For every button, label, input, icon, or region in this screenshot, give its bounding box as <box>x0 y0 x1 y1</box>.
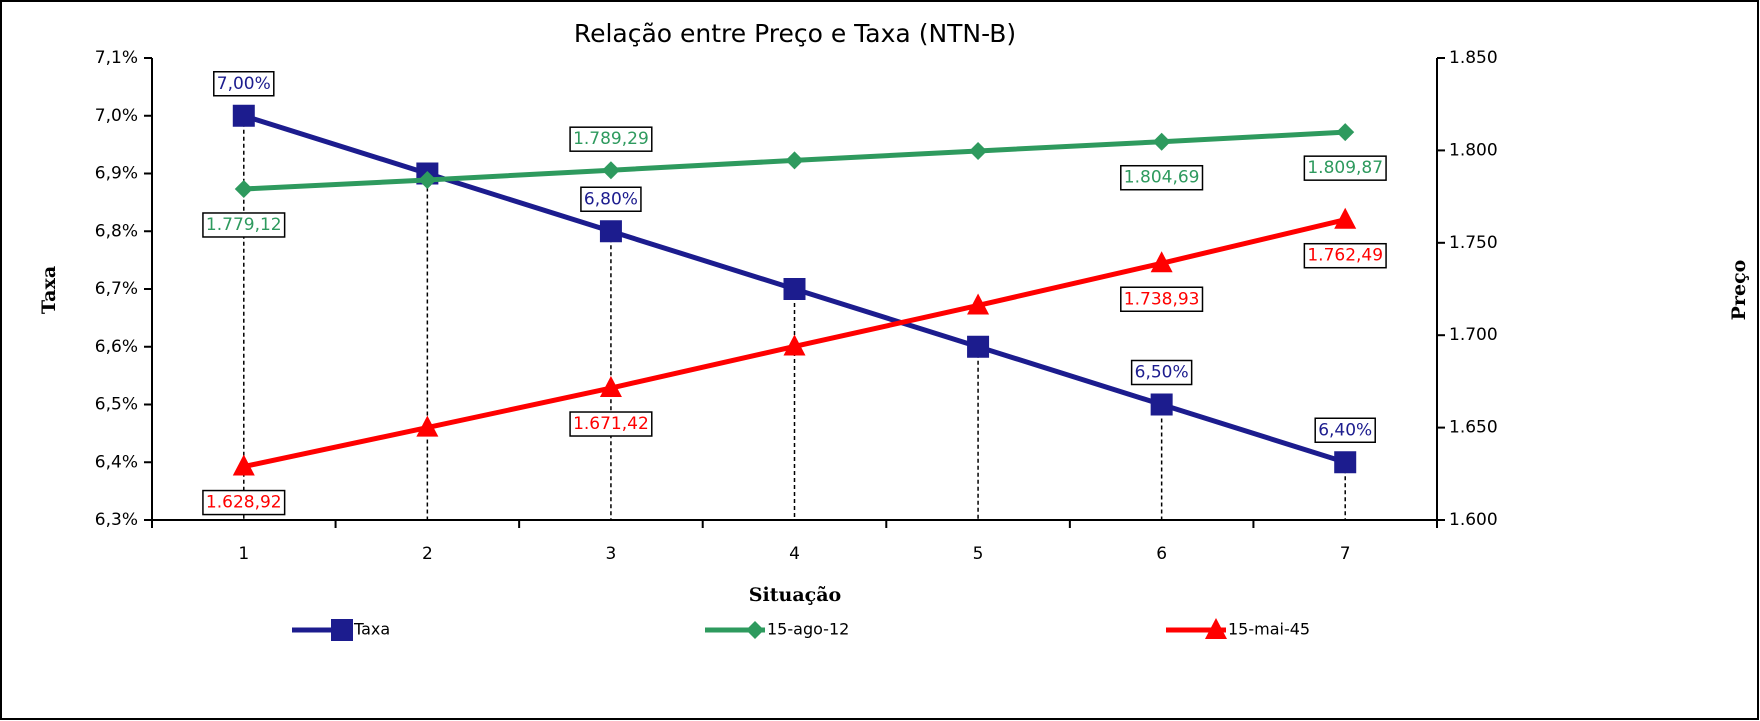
x-tick-label: 2 <box>422 544 433 564</box>
marker <box>1336 123 1355 142</box>
y-tick-label: 6,7% <box>95 279 138 299</box>
legend-label: 15-mai-45 <box>1228 620 1310 639</box>
y-tick-label: 6,9% <box>95 164 138 184</box>
value-label-box <box>569 126 653 152</box>
value-label-box <box>580 186 642 212</box>
marker <box>1152 132 1171 151</box>
y-tick-label: 6,5% <box>95 395 138 415</box>
value-label: 1.779,12 <box>206 215 282 235</box>
legend-label: Taxa <box>353 620 390 639</box>
marker <box>783 334 806 356</box>
marker <box>785 151 804 170</box>
value-label: 1.671,42 <box>573 414 649 434</box>
y2-tick-label: 1.650 <box>1449 418 1498 438</box>
x-tick-label: 6 <box>1156 544 1167 564</box>
marker <box>232 454 255 476</box>
y2-tick-label: 1.700 <box>1449 325 1498 345</box>
marker <box>1334 207 1357 229</box>
value-label: 1.804,69 <box>1124 168 1200 188</box>
marker <box>967 293 990 315</box>
legend-item: 15-mai-45 <box>1166 618 1310 639</box>
legend-label: 15-ago-12 <box>767 620 849 639</box>
value-label-box <box>1130 359 1193 386</box>
value-label: 1.809,87 <box>1307 158 1383 178</box>
value-label-box <box>202 489 286 516</box>
y-tick-label: 6,4% <box>95 452 138 472</box>
x-tick-label: 1 <box>238 544 249 564</box>
marker <box>599 220 622 243</box>
marker <box>234 179 253 198</box>
value-label-box <box>202 212 286 238</box>
value-label-box <box>1303 155 1387 181</box>
value-label: 1.628,92 <box>206 493 282 513</box>
x-axis-title: Situação <box>749 584 841 606</box>
value-label: 6,50% <box>1135 363 1189 383</box>
value-label-box <box>1120 164 1204 191</box>
y2-axis-title: Preço <box>1728 260 1750 321</box>
value-label: 6,40% <box>1318 420 1372 440</box>
y-axis-title: Taxa <box>38 266 60 314</box>
marker <box>599 376 622 398</box>
marker <box>601 161 620 180</box>
y-tick-label: 6,6% <box>95 337 138 357</box>
marker <box>232 104 255 127</box>
value-label-box <box>1303 242 1387 269</box>
marker <box>416 415 439 437</box>
marker <box>967 335 990 358</box>
legend-item: Taxa <box>292 619 390 641</box>
y-tick-label: 6,3% <box>95 510 138 530</box>
value-label-box <box>1314 417 1376 443</box>
y-tick-label: 7,0% <box>95 106 138 126</box>
marker <box>1205 618 1227 639</box>
value-label: 1.738,93 <box>1124 289 1200 309</box>
marker <box>746 621 764 639</box>
y-tick-label: 6,8% <box>95 221 138 241</box>
x-tick-label: 4 <box>789 544 800 564</box>
value-label-box <box>213 71 275 97</box>
x-tick-label: 3 <box>606 544 617 564</box>
legend-item: 15-ago-12 <box>705 620 849 639</box>
x-tick-label: 5 <box>973 544 984 564</box>
marker <box>969 141 988 160</box>
marker <box>783 278 806 300</box>
value-label: 1.789,29 <box>573 129 649 149</box>
y2-tick-label: 1.750 <box>1449 233 1498 253</box>
y2-tick-label: 1.850 <box>1449 48 1498 68</box>
value-label: 6,80% <box>584 189 638 209</box>
chart-title: Relação entre Preço e Taxa (NTN-B) <box>574 19 1016 48</box>
marker <box>1150 393 1173 416</box>
marker <box>418 170 437 189</box>
marker <box>331 619 353 641</box>
value-label: 7,00% <box>217 74 271 94</box>
y-tick-label: 7,1% <box>95 48 138 68</box>
value-label-box <box>569 411 653 437</box>
marker <box>1334 451 1357 474</box>
y2-tick-label: 1.600 <box>1449 510 1498 530</box>
x-tick-label: 7 <box>1340 544 1351 564</box>
y2-tick-label: 1.800 <box>1449 140 1498 160</box>
marker <box>1150 251 1173 273</box>
value-label-box <box>1120 286 1204 313</box>
value-label: 1.762,49 <box>1307 246 1383 266</box>
